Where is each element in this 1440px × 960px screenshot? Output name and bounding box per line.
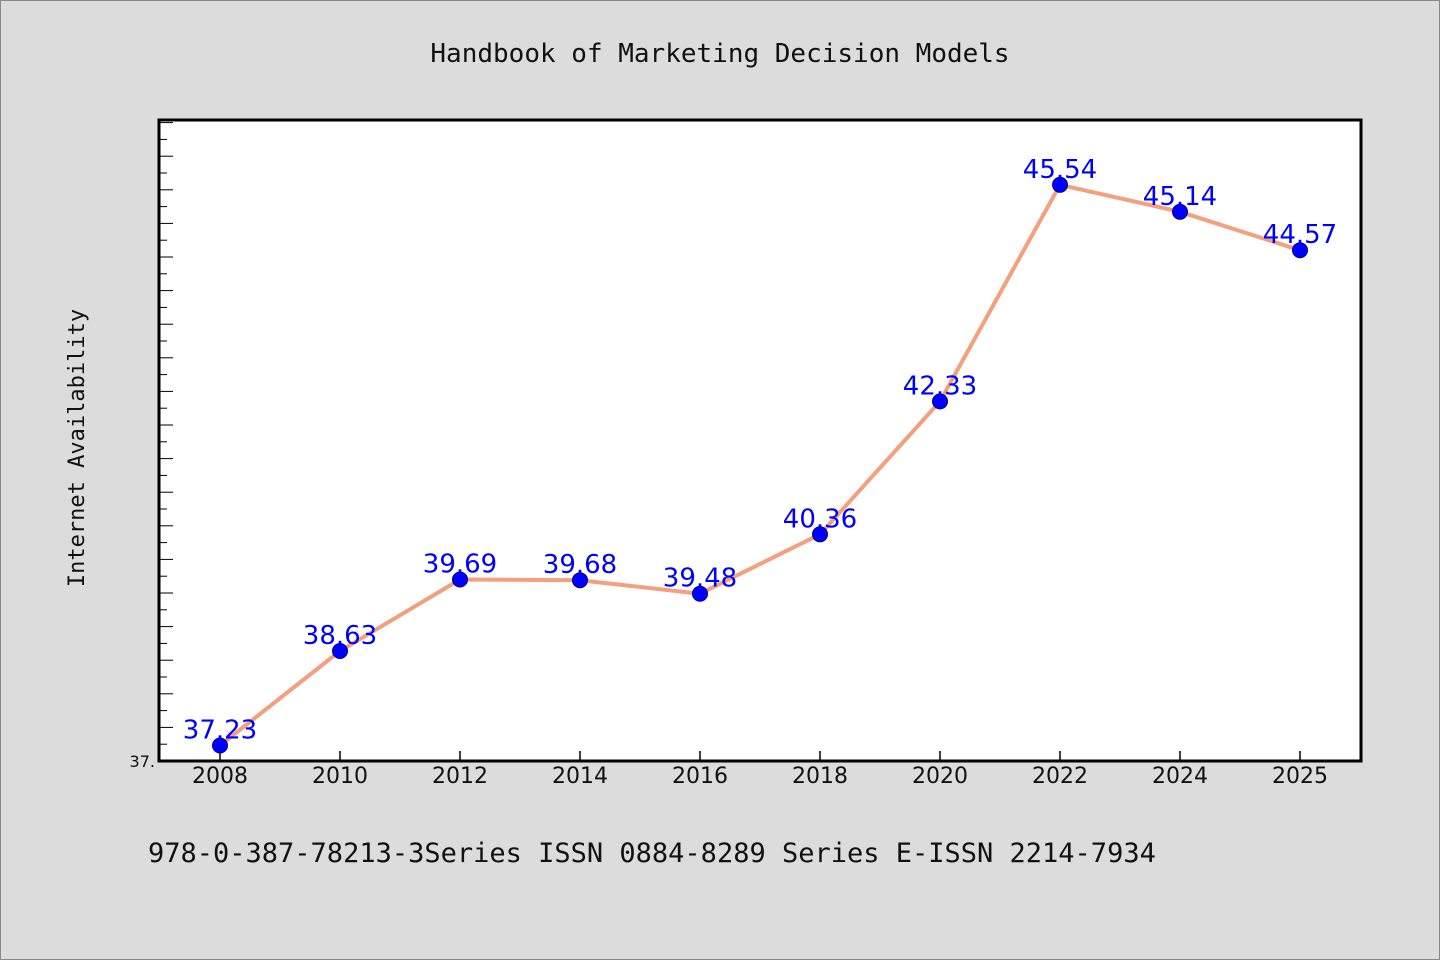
data-point (1172, 203, 1188, 220)
x-axis: 2008 2010 2012 2014 2016 2018 2020 2022 2024 2025 (192, 751, 1328, 789)
x-tick-label: 2024 (1152, 764, 1208, 789)
data-point (572, 572, 588, 589)
chart-title: Handbook of Marketing Decision Models (430, 39, 1009, 69)
data-point (1052, 176, 1068, 193)
y-tick-label: 37. (130, 752, 155, 771)
x-tick-label: 2020 (912, 764, 968, 789)
footer-text: 978-0-387-78213-3Series ISSN 0884-8289 S… (148, 838, 1156, 869)
x-tick-label: 2012 (432, 764, 488, 789)
data-point (692, 585, 708, 602)
x-tick-label: 2022 (1032, 764, 1088, 789)
data-point (212, 737, 228, 754)
data-label: 37.23 (183, 716, 257, 746)
y-axis-ticks (159, 122, 173, 762)
x-tick-label: 2010 (312, 764, 368, 789)
data-point (1292, 242, 1308, 259)
data-point (332, 643, 348, 659)
data-label: 40.36 (783, 504, 857, 534)
data-label: 45.14 (1143, 182, 1217, 212)
plot-area (157, 118, 1363, 763)
x-tick-label: 2025 (1272, 764, 1328, 789)
series-layer: 37.23 38.63 39.69 39.68 39.48 40.36 42.33 45.54… (183, 155, 1337, 754)
x-tick-label: 2014 (552, 764, 608, 789)
x-tick-label: 2016 (672, 764, 728, 789)
data-label: 42.33 (903, 371, 977, 401)
data-label: 39.69 (423, 550, 497, 580)
x-tick-label: 2018 (792, 764, 848, 789)
data-point (932, 393, 948, 410)
data-point (452, 571, 468, 588)
data-label: 45.54 (1023, 155, 1097, 185)
x-tick-label: 2008 (192, 764, 248, 789)
data-label: 44.57 (1263, 220, 1337, 250)
data-label: 38.63 (303, 621, 377, 651)
data-point (812, 526, 828, 543)
y-axis-label: Internet Availability (65, 309, 90, 587)
series-line (218, 182, 1302, 748)
data-label: 39.68 (543, 550, 617, 580)
data-label: 39.48 (663, 564, 737, 594)
